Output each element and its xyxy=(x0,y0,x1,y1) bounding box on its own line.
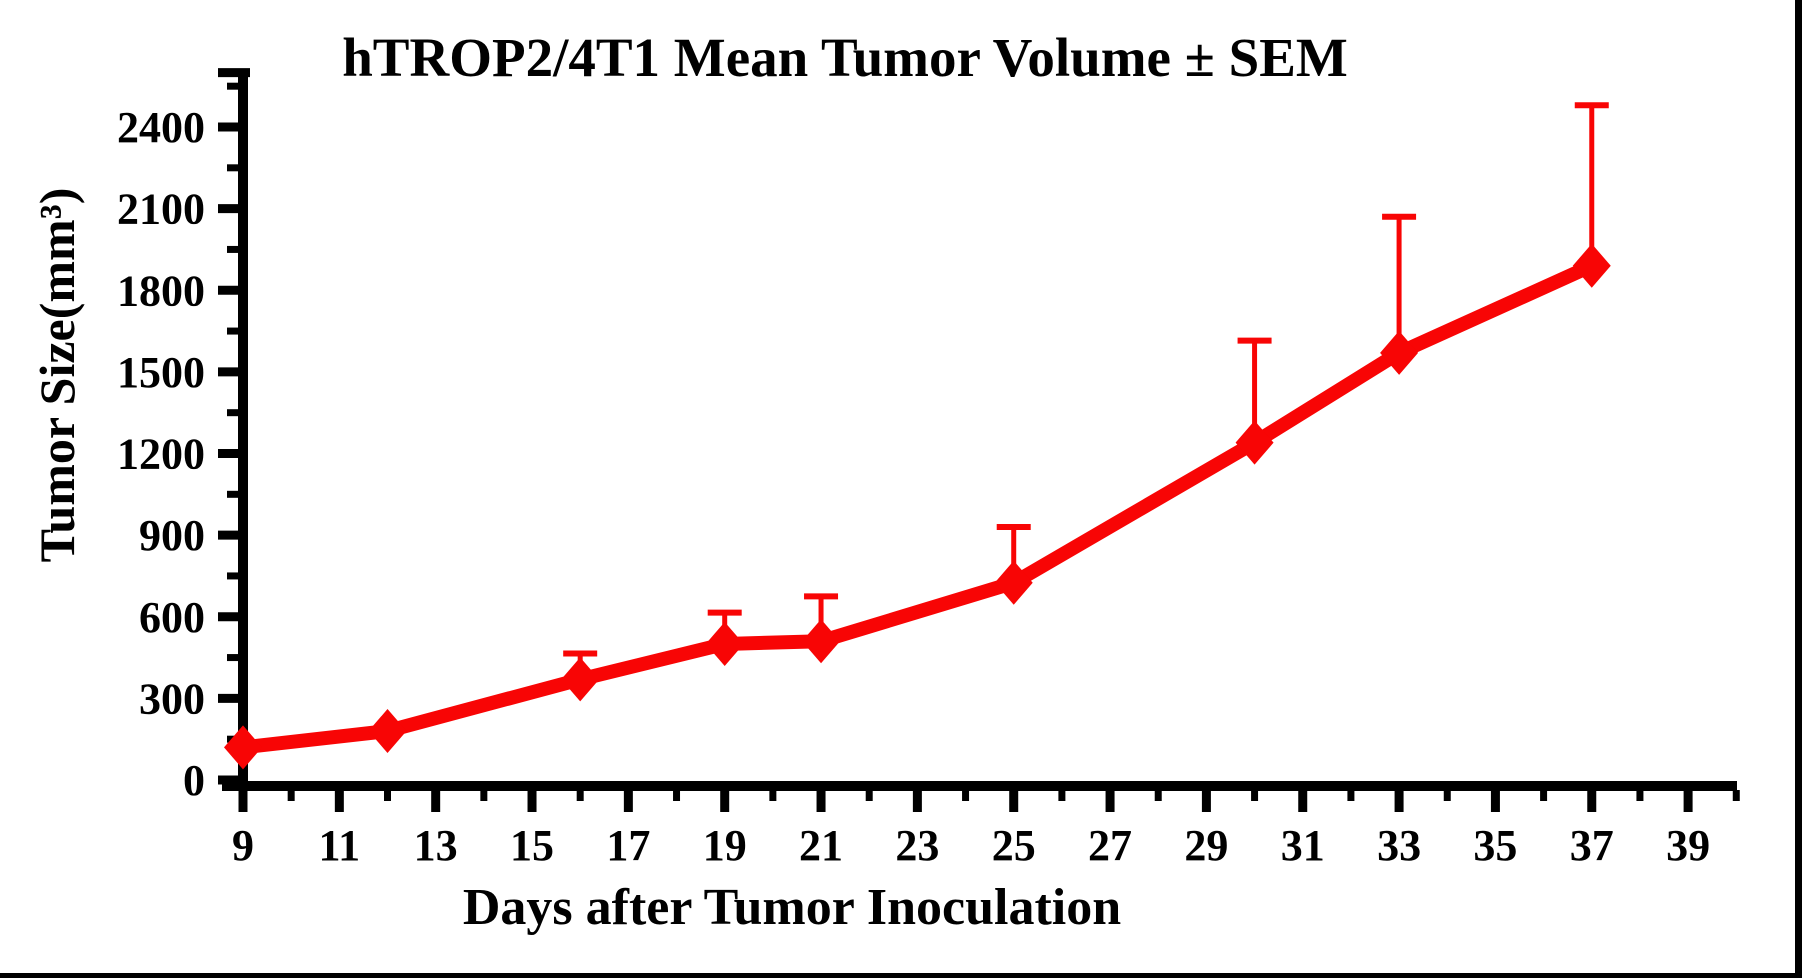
data-point-marker xyxy=(705,621,744,666)
data-markers xyxy=(224,243,1611,770)
axes xyxy=(218,68,1737,791)
y-tick-label: 600 xyxy=(139,593,205,642)
data-point-marker xyxy=(802,619,841,664)
x-tick-label: 15 xyxy=(510,821,554,870)
x-tick-label: 27 xyxy=(1088,821,1132,870)
data-point-marker xyxy=(1235,420,1274,465)
error-bars xyxy=(563,102,1609,680)
screenshot-bottom-edge xyxy=(0,973,1802,978)
data-point-marker xyxy=(994,560,1033,605)
x-tick-label: 21 xyxy=(799,821,843,870)
x-tick-label: 9 xyxy=(232,821,254,870)
x-tick-label: 33 xyxy=(1377,821,1421,870)
ticks xyxy=(218,82,1740,812)
x-tick-label: 37 xyxy=(1570,821,1614,870)
x-tick-label: 29 xyxy=(1184,821,1228,870)
x-tick-label: 19 xyxy=(703,821,747,870)
series-line xyxy=(236,258,1599,755)
x-tick-label: 11 xyxy=(319,821,361,870)
y-tick-label: 2400 xyxy=(117,103,205,152)
data-point-marker xyxy=(1572,243,1611,288)
y-tick-label: 1500 xyxy=(117,348,205,397)
chart-title: hTROP2/4T1 Mean Tumor Volume ± SEM xyxy=(342,27,1348,88)
x-tick-label: 25 xyxy=(992,821,1036,870)
tick-labels: 0 300 600 900 1200 1500 1800 2100 2400 9 11 13 15 17 1… xyxy=(117,103,1710,870)
y-tick-label: 900 xyxy=(139,511,205,560)
x-tick-label: 13 xyxy=(414,821,458,870)
x-tick-label: 31 xyxy=(1281,821,1325,870)
data-point-marker xyxy=(561,657,600,702)
y-axis-title: Tumor Size(mm³) xyxy=(29,187,85,563)
screenshot-right-edge xyxy=(1795,0,1802,978)
y-tick-label: 2100 xyxy=(117,185,205,234)
y-tick-label: 1200 xyxy=(117,430,205,479)
data-point-marker xyxy=(224,725,262,770)
y-tick-label: 300 xyxy=(139,674,205,723)
x-tick-label: 35 xyxy=(1473,821,1517,870)
x-tick-label: 39 xyxy=(1666,821,1710,870)
x-axis-title: Days after Tumor Inoculation xyxy=(462,879,1122,936)
x-tick-label: 17 xyxy=(606,821,650,870)
x-tick-label: 23 xyxy=(895,821,939,870)
data-point-marker xyxy=(368,709,407,754)
y-tick-label: 1800 xyxy=(117,266,205,315)
y-tick-label: 0 xyxy=(183,756,205,805)
data-point-marker xyxy=(1380,330,1419,375)
